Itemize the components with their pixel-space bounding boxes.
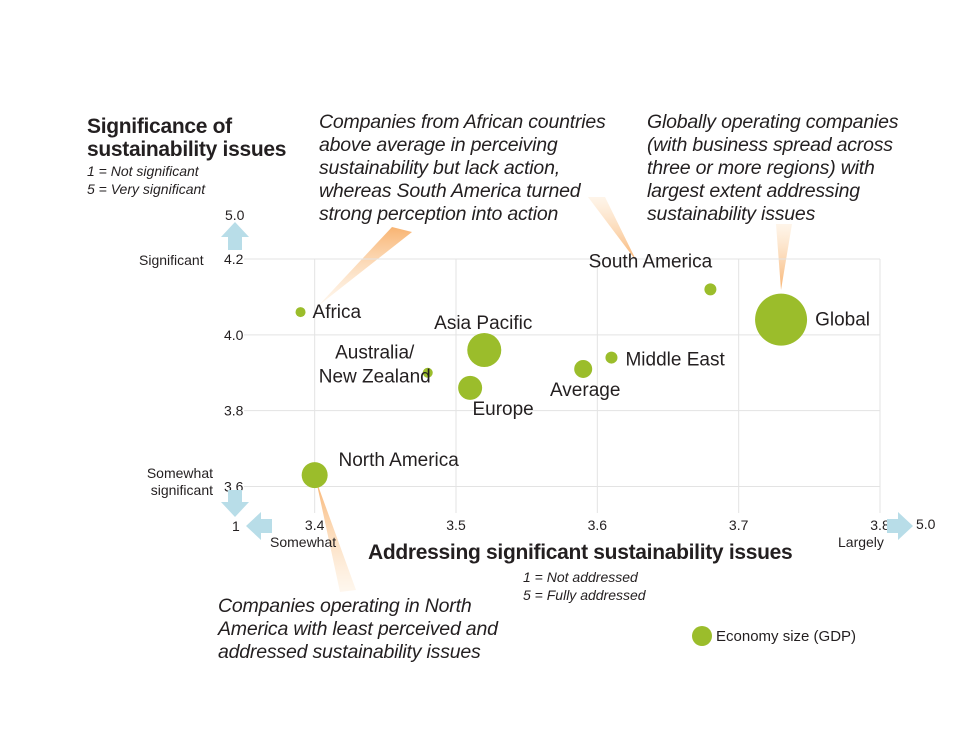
global-callout: Globally operating companies (with busin… [647,111,899,226]
bubble-label: South America [589,251,713,272]
callout-line: largest extent addressing [647,180,860,202]
bubble-label: Africa [313,302,362,323]
x-scale-high: 5 = Fully addressed [523,587,646,603]
south-america-callout-wedge [588,197,637,262]
bubble-label: Average [550,380,620,401]
axis-origin-value: 1 [232,518,240,534]
callout-line: addressed sustainability issues [218,641,481,663]
x-right-arrow-icon [887,512,913,540]
y-axis-high-label: Significant [139,252,204,268]
x-tick-label: 3.4 [305,517,325,533]
x-tick-label: 3.7 [729,517,749,533]
bubble-global [755,293,808,346]
callout-line: sustainability issues [647,203,816,225]
y-axis-title-line2: sustainability issues [87,138,287,161]
bubble-label: North America [338,450,459,471]
y-axis-low-label-line2: significant [150,482,213,498]
chart-grid [244,258,881,513]
callout-line: Companies from African countries [319,111,606,133]
y-axis-title-line1: Significance of [87,115,232,138]
y-scale-low: 1 = Not significant [87,163,199,179]
bubble-label: Asia Pacific [434,313,532,334]
y-tick-label: 3.8 [224,403,244,419]
x-tick-label: 3.8 [870,517,890,533]
y-axis-title: Significance of sustainability issues [87,115,286,161]
y-down-arrow-icon [221,490,249,517]
callout-line: America with least perceived and [218,618,498,640]
north-america-callout: Companies operating in North America wit… [218,595,498,664]
bubble-average [574,359,593,378]
callout-line: whereas South America turned [319,180,581,202]
x-tick-label: 3.6 [588,517,608,533]
y-up-arrow-icon [221,222,249,250]
x-tick-labels: 3.4 3.5 3.6 3.7 3.8 [305,517,890,533]
x-scale-low: 1 = Not addressed [523,569,638,585]
callout-line: Companies operating in North [218,595,472,617]
legend-label: Economy size (GDP) [716,627,857,645]
africa-callout-wedge [318,227,412,306]
bubble-australia-new-zealand [422,367,433,378]
y-scale-note: 1 = Not significant 5 = Very significant [87,162,205,198]
x-axis-high-label: Largely [838,534,884,550]
x-tick-label: 3.5 [446,517,466,533]
callout-line: strong perception into action [319,203,559,225]
y-tick-label: 4.0 [224,327,244,343]
x-axis-low-label: Somewhat [270,534,337,550]
x-left-arrow-icon [246,512,272,540]
x-scale-note: 1 = Not addressed 5 = Fully addressed [523,568,646,604]
callout-line: Globally operating companies [647,111,899,133]
bubble-asia-pacific [467,332,502,367]
africa-callout: Companies from African countries above a… [319,111,606,226]
bubble-middle-east [605,351,618,364]
bubble-label: Europe [472,399,533,420]
bubble-label: Middle East [625,350,725,371]
callout-line: (with business spread across [647,134,893,156]
bubbles: Africa South America Global Asia PacificAus… [295,251,870,489]
callout-line: sustainability but lack action, [319,157,560,179]
x-axis-title: Addressing significant sustainability is… [368,541,793,564]
legend: Economy size (GDP) [692,626,856,646]
bubble-north-america [301,462,328,489]
bubble-africa [295,307,306,318]
y-scale-high: 5 = Very significant [87,181,206,197]
legend-bubble-icon [692,626,712,646]
y-axis-low-label-line1: Somewhat [146,465,213,481]
bubble-label: Australia/New Zealand [319,343,431,388]
north-america-callout-wedge [316,480,356,592]
bubble-south-america [704,283,717,296]
callout-line: above average in perceiving [319,134,558,156]
bubble-europe [458,375,483,400]
y-tick-labels: 3.63.84.04.2 [224,251,244,494]
y-axis-top-value: 5.0 [225,207,245,223]
y-axis-low-label: Somewhat significant [138,465,213,499]
callout-line: three or more regions) with [647,157,875,179]
x-axis-right-value: 5.0 [916,516,936,532]
y-tick-label: 4.2 [224,251,244,267]
bubble-label: Global [815,310,870,331]
global-callout-wedge [776,224,792,290]
